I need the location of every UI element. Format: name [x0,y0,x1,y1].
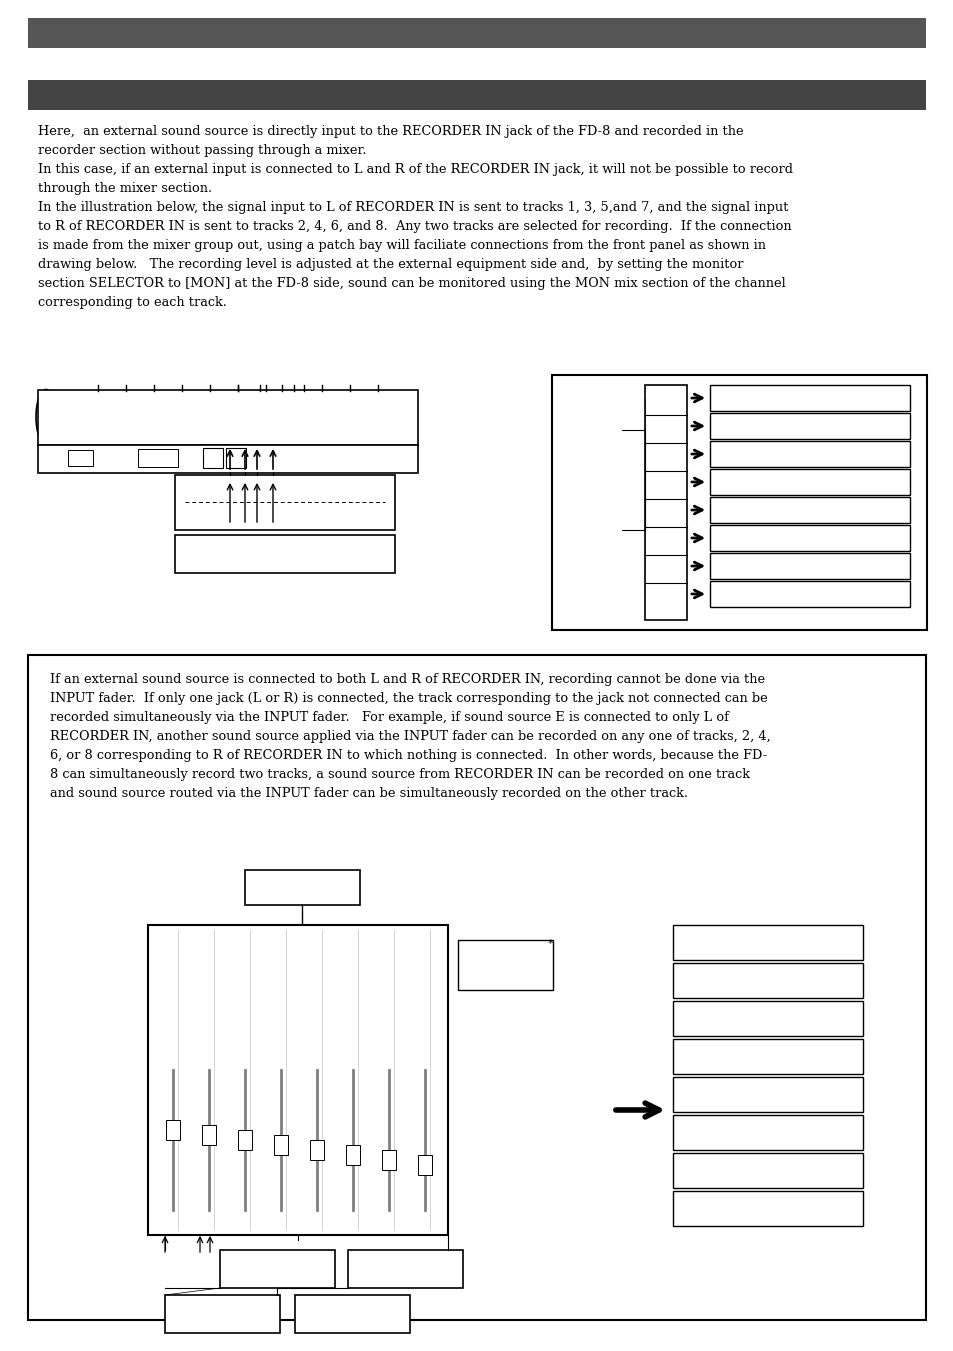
Ellipse shape [36,389,56,444]
Bar [348,1250,462,1288]
Bar [672,1115,862,1150]
Text: If an external sound source is connected to both L and R of RECORDER IN, recordi: If an external sound source is connected… [50,673,770,800]
Bar [709,413,909,439]
Bar [672,1077,862,1112]
Bar [709,553,909,580]
Bar [709,440,909,467]
Bar [245,870,359,905]
Bar [174,476,395,530]
Bar [457,940,553,990]
Circle shape [555,1100,558,1104]
Bar [166,1120,180,1140]
Circle shape [527,1127,531,1131]
Bar [644,385,686,620]
Bar [346,1146,359,1165]
Bar [174,535,395,573]
Bar [672,1001,862,1036]
Bar [672,963,862,998]
Ellipse shape [464,929,544,944]
Bar [381,1150,395,1170]
Bar [203,449,223,467]
Bar [709,581,909,607]
Bar [672,1152,862,1188]
Bar [68,450,92,466]
FancyBboxPatch shape [442,920,602,1240]
Bar [294,1296,410,1333]
Bar [274,1135,288,1155]
Bar [138,449,178,467]
Bar [202,1125,215,1146]
Bar [165,1296,280,1333]
Bar [709,469,909,494]
Circle shape [539,1128,543,1132]
Bar [709,526,909,551]
Bar [552,376,926,630]
Circle shape [557,1112,560,1116]
Bar [417,1155,432,1175]
Bar [28,80,925,109]
Bar [709,385,909,411]
Bar [38,390,417,444]
Bar [226,449,246,467]
Bar [709,497,909,523]
Text: Here,  an external sound source is directly input to the RECORDER IN jack of the: Here, an external sound source is direct… [38,126,792,309]
Bar [220,1250,335,1288]
Bar [672,925,862,961]
Circle shape [517,1119,521,1123]
Bar [38,444,417,473]
Bar [672,1192,862,1225]
Bar [148,925,448,1235]
Bar [310,1140,324,1161]
Text: *: * [547,939,553,948]
Bar [28,655,925,1320]
Bar [28,18,925,49]
Bar [237,1129,252,1150]
Circle shape [550,1123,555,1127]
Ellipse shape [464,986,544,1000]
Bar [672,1039,862,1074]
